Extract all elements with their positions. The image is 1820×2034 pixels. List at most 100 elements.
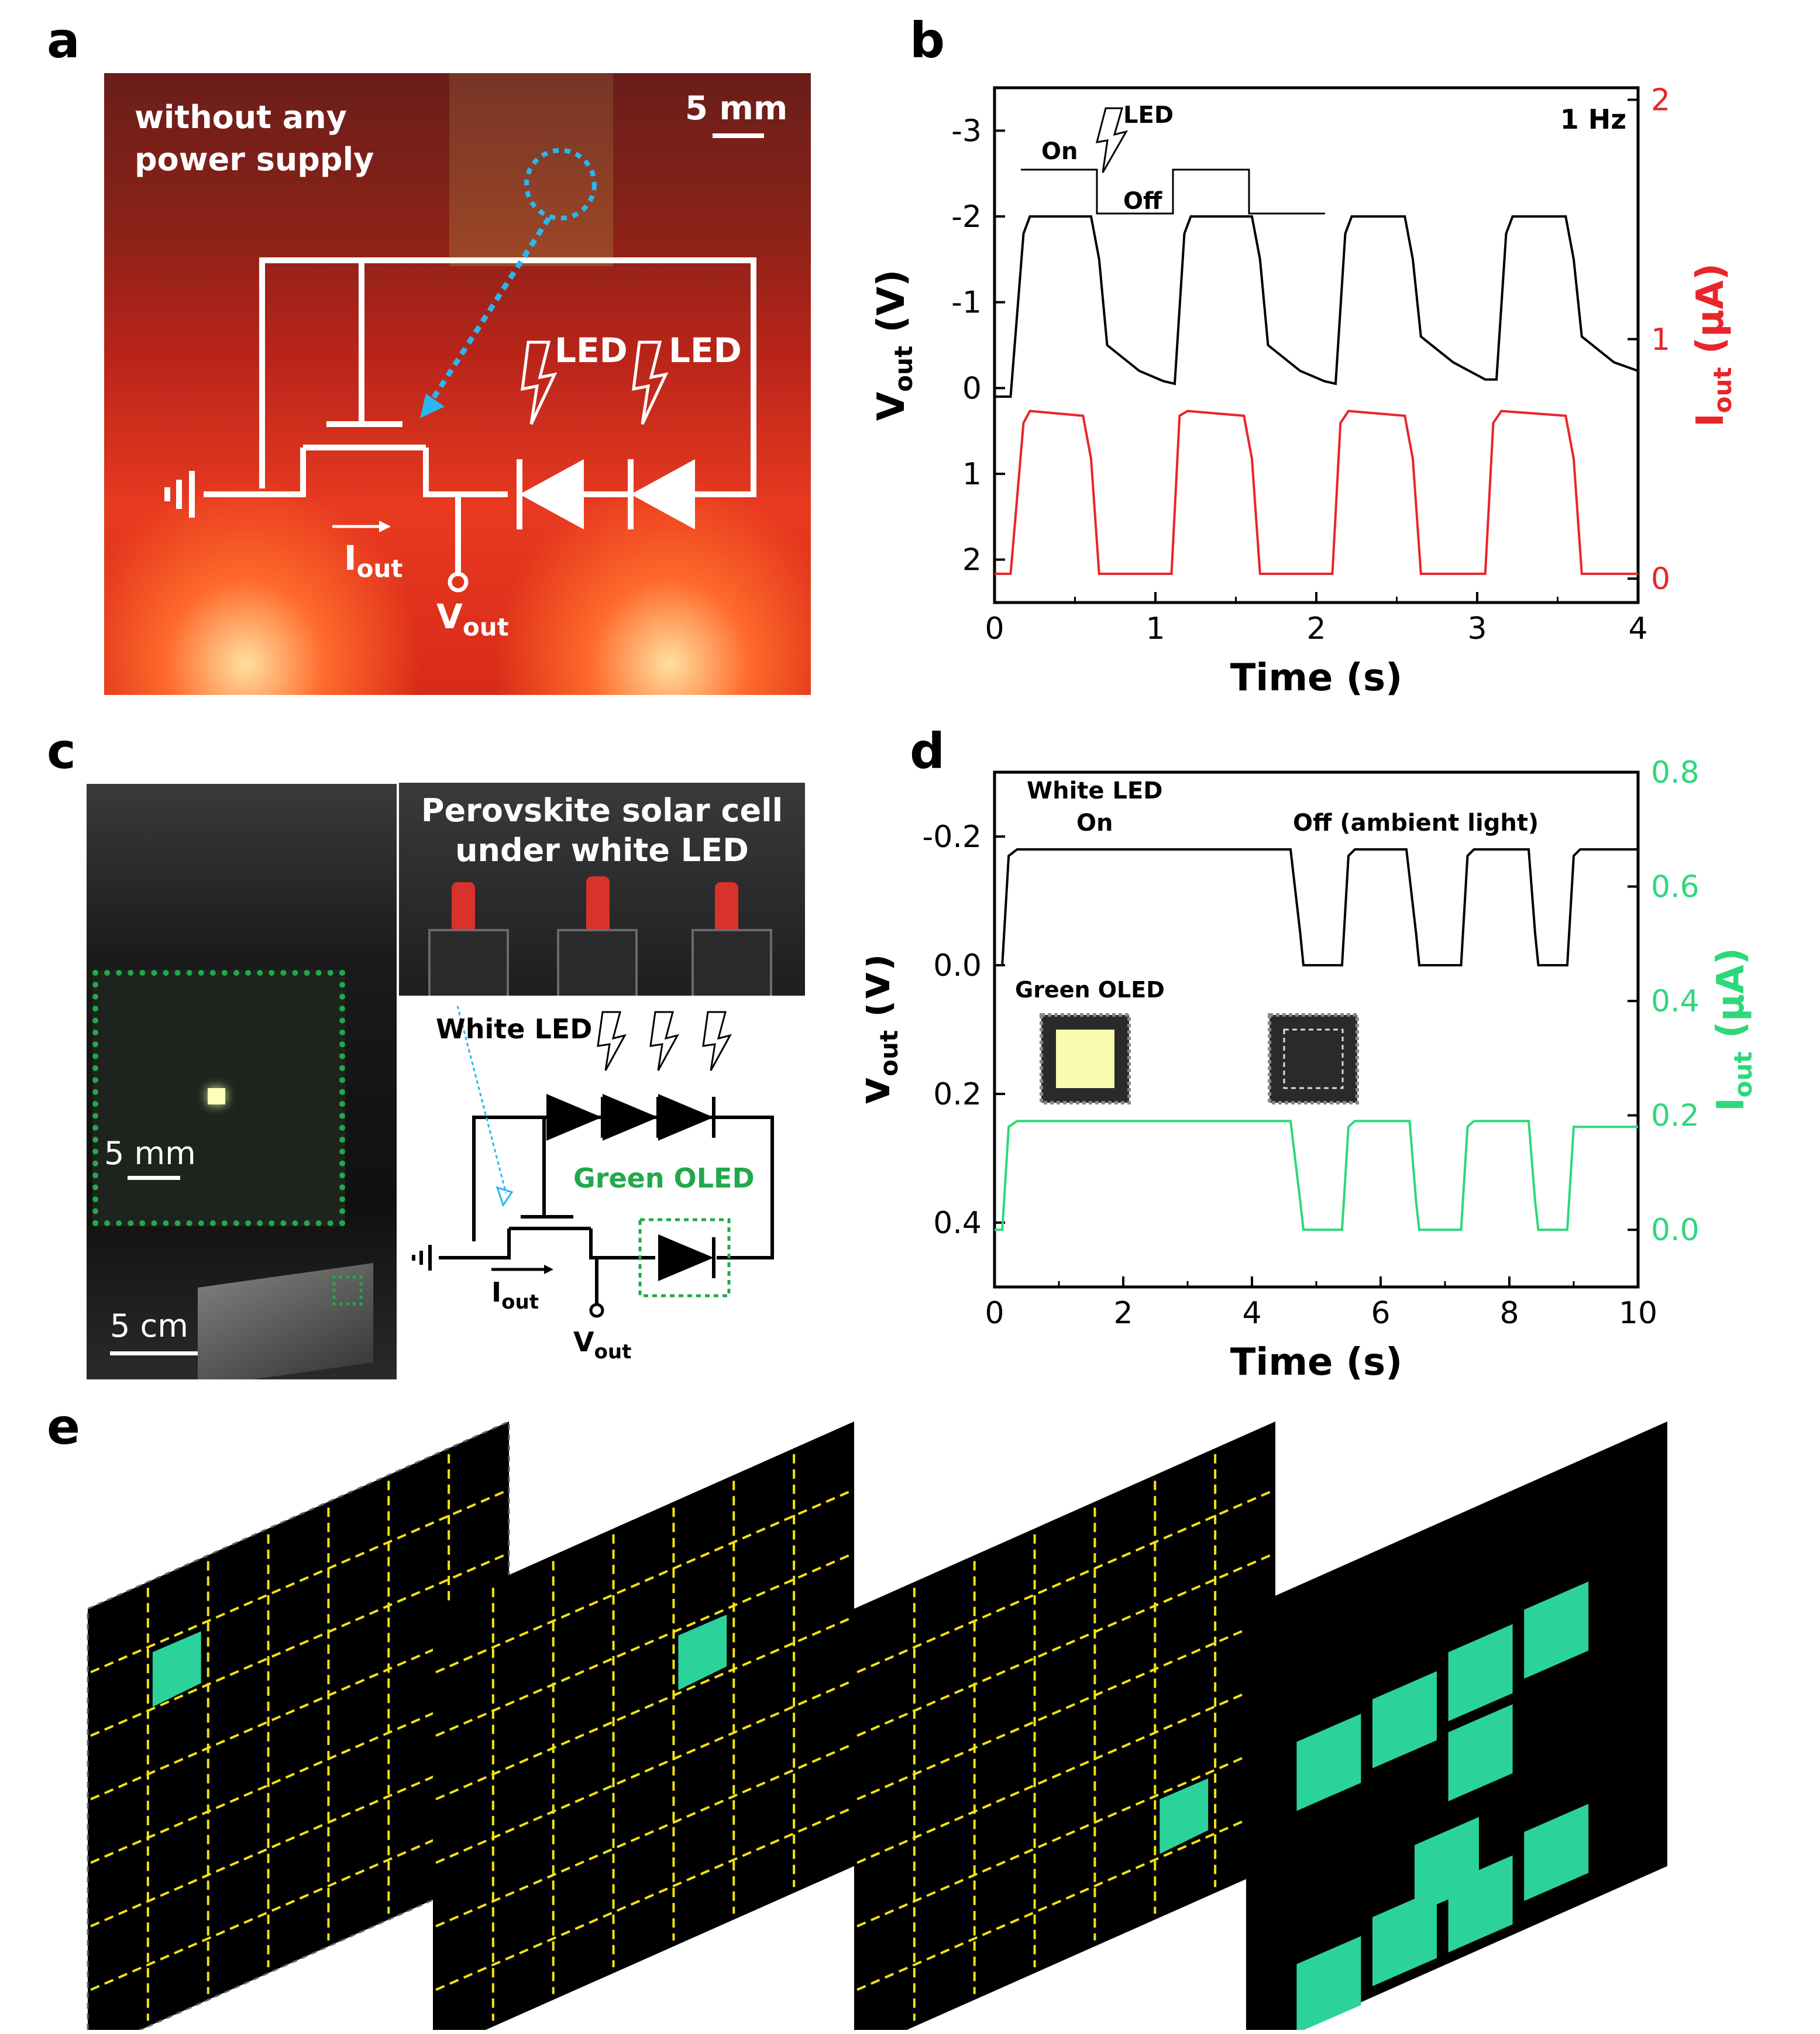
y-right-axis-label: Iout (μA) <box>1709 948 1757 1111</box>
oled-pixel-lit <box>208 1088 225 1104</box>
y-right-tick-label: 0 <box>1651 562 1670 597</box>
y-right-tick-label: 0.4 <box>1651 984 1699 1019</box>
panel-a-photo: without any power supply 5 mm <box>104 73 811 695</box>
lit-oled-pixel <box>1372 1889 1437 1987</box>
oled-frame-3 <box>854 1422 1275 2030</box>
vout-label-c: Vout <box>573 1326 631 1364</box>
lit-oled-pixel <box>1524 1804 1589 1901</box>
x-axis-label: Time (s) <box>1230 656 1403 700</box>
plot-frame <box>993 86 1640 604</box>
oled-frame-2 <box>433 1422 854 2030</box>
led-annotation: LED <box>1123 102 1174 129</box>
x-tick-label: 2 <box>1306 611 1326 646</box>
y-left-tick-label: -1 <box>951 285 982 321</box>
solar-title-line2: under white LED <box>455 832 749 869</box>
solar-title-line1: Perovskite solar cell <box>421 792 783 829</box>
x-tick-label: 0 <box>985 1296 1004 1331</box>
vout-label-a: Vout <box>436 597 509 642</box>
y-left-tick-label: 0.4 <box>933 1206 982 1241</box>
caption-line1: without any <box>135 99 347 136</box>
lit-oled-pixel <box>152 1631 201 1707</box>
y-left-tick-label: -3 <box>951 113 982 149</box>
on-annotation: On <box>1076 810 1113 837</box>
panel-label-d: d <box>910 722 945 780</box>
lit-oled-pixel <box>1448 1855 1513 1953</box>
solar-cell-1 <box>428 929 509 996</box>
caption-line2: power supply <box>135 141 374 178</box>
scale-main: 5 cm <box>110 1307 188 1344</box>
lit-oled-pixel <box>1296 1936 1361 2030</box>
lit-oled-pixel <box>1160 1778 1209 1854</box>
white-led-label: White LED <box>436 1013 592 1045</box>
panel-e-oled-arrays <box>87 1420 1667 2030</box>
circuit-a <box>164 148 756 593</box>
led-label-1: LED <box>555 331 628 370</box>
lightning-icon <box>1095 107 1129 173</box>
y-left-tick-label: 0.0 <box>933 948 982 983</box>
y-left-axis-label: Vout (V) <box>866 954 903 1106</box>
lit-oled-pixel <box>678 1615 727 1691</box>
panel-label-c: c <box>47 722 76 780</box>
green-oled-label: Green OLED <box>573 1162 755 1194</box>
off-annotation: Off <box>1123 188 1162 215</box>
on-annotation: On <box>1041 138 1078 165</box>
scale-main-bar <box>110 1351 198 1355</box>
y-right-tick-label: 0.2 <box>1651 1099 1699 1134</box>
x-tick-label: 6 <box>1371 1296 1390 1331</box>
x-tick-label: 10 <box>1619 1296 1657 1331</box>
y-left-axis-label: Vout (V) <box>870 270 918 421</box>
oled-on-pixel <box>1056 1030 1114 1088</box>
series-iout-line <box>995 409 1638 575</box>
y-right-axis-label: Iout (μA) <box>1689 263 1737 427</box>
x-tick-label: 8 <box>1499 1296 1519 1331</box>
panel-c-photo-solar: Perovskite solar cell under white LED <box>399 783 805 996</box>
frame-background <box>433 1422 854 2030</box>
lit-oled-pixel <box>1448 1624 1513 1722</box>
led-timing-wave <box>1021 168 1325 215</box>
series-iout-line <box>995 1120 1638 1231</box>
scale-inset-bar <box>128 1176 180 1180</box>
solar-cell-2 <box>557 929 638 996</box>
iout-label-c: Iout <box>491 1276 539 1314</box>
scale-label: 5 mm <box>685 90 788 128</box>
panel-label-a: a <box>47 12 80 69</box>
series-vout-line <box>995 215 1639 398</box>
series-vout-line <box>995 848 1638 966</box>
y-left-tick-label: 2 <box>962 543 982 578</box>
x-tick-label: 0 <box>985 611 1004 646</box>
circuit-c: White LED Green OLED Iout Vout <box>412 1006 774 1364</box>
led-label-2: LED <box>669 331 742 370</box>
x-tick-label: 3 <box>1467 611 1487 646</box>
lit-oled-pixel <box>1448 1704 1513 1802</box>
panel-c-photo-left: 5 mm 5 cm <box>87 784 397 1379</box>
freq-annotation: 1 Hz <box>1560 104 1626 135</box>
y-left-tick-label: 0 <box>962 371 982 406</box>
y-right-tick-label: 2 <box>1651 82 1670 118</box>
chart-d: 0 2 4 6 8 10 -0.2 0.0 0.2 0.4 0.0 0.2 0.4 0.6 0.8 Time … <box>866 755 1757 1384</box>
off-annotation: Off (ambient light) <box>1293 810 1539 837</box>
lit-oled-pixel <box>1524 1581 1589 1679</box>
y-right-tick-label: 0.8 <box>1651 755 1699 790</box>
solar-cell-3 <box>691 929 772 996</box>
y-right-tick-label: 0.6 <box>1651 870 1699 905</box>
x-tick-label: 1 <box>1145 611 1165 646</box>
lit-oled-pixel <box>1296 1713 1361 1811</box>
y-left-tick-label: 1 <box>962 457 982 492</box>
iout-label-a: Iout <box>344 538 403 583</box>
panel-label-b: b <box>910 12 945 69</box>
y-left-tick-label: 0.2 <box>933 1077 982 1112</box>
inset-oled-image <box>92 970 345 1226</box>
green-oled-annotation: Green OLED <box>1015 977 1165 1003</box>
frame-background <box>87 1420 510 2030</box>
white-led-annotation: White LED <box>1027 777 1163 804</box>
x-tick-label: 2 <box>1113 1296 1133 1331</box>
lit-oled-pixel <box>1372 1671 1437 1768</box>
green-box-small <box>332 1275 363 1306</box>
panel-label-e: e <box>47 1398 80 1455</box>
frame-background <box>854 1422 1275 2030</box>
scale-bar <box>713 133 764 138</box>
scale-inset: 5 mm <box>104 1135 196 1172</box>
x-axis-label: Time (s) <box>1230 1341 1403 1384</box>
oled-frame-4 <box>1246 1422 1667 2030</box>
